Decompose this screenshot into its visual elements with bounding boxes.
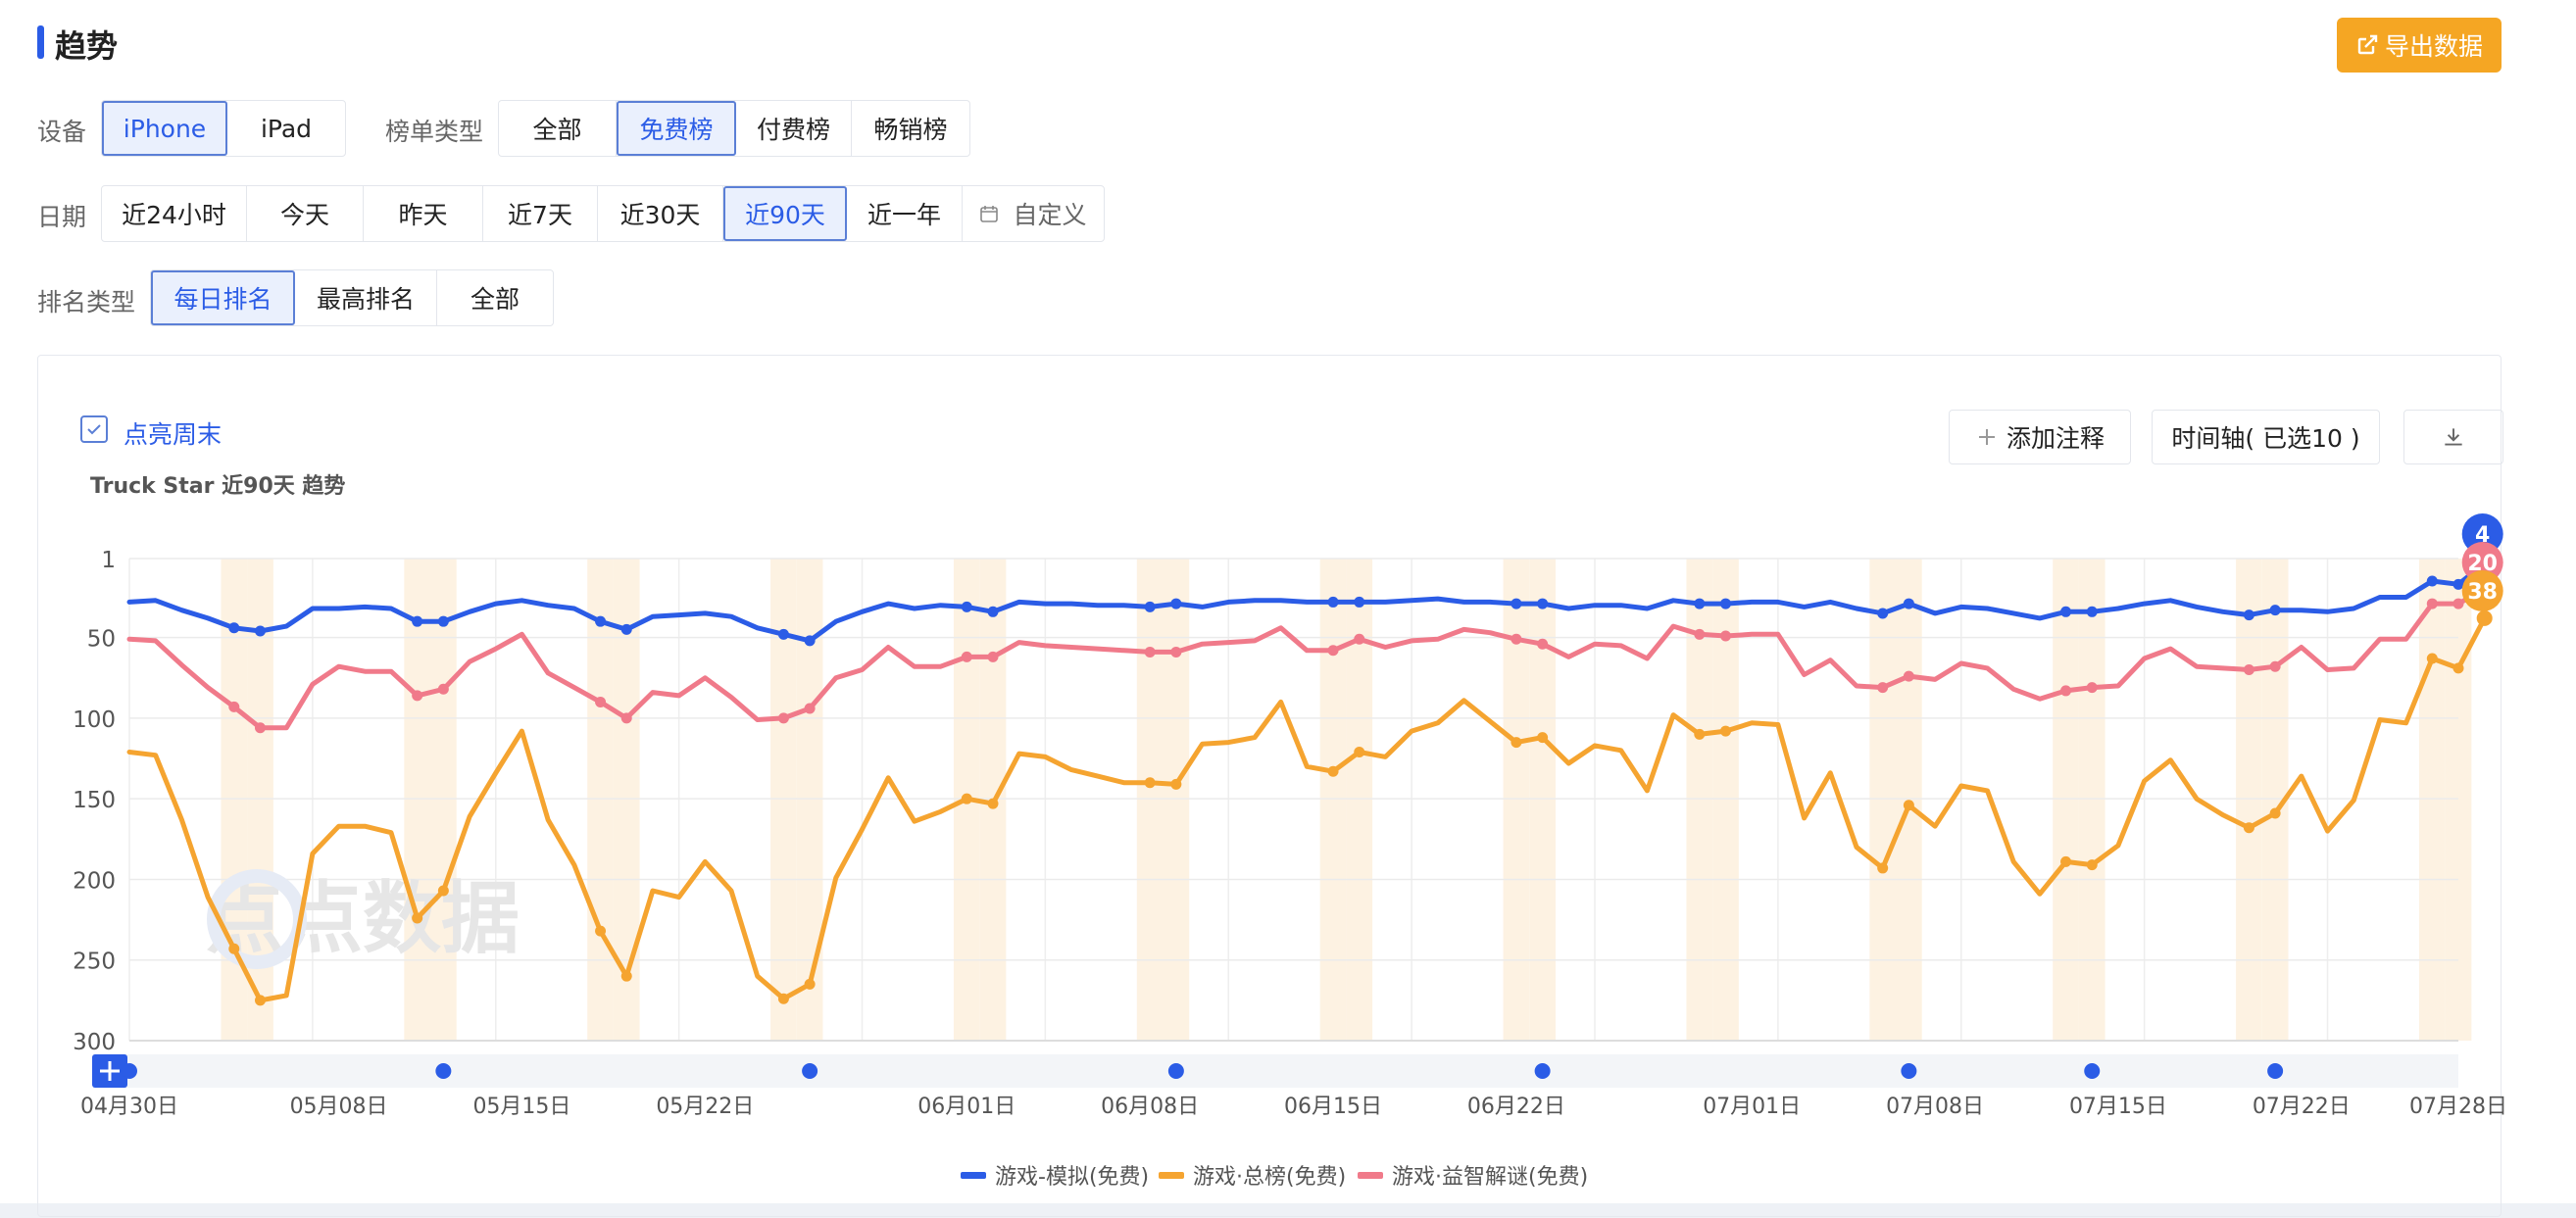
date-option-1y[interactable]: 近一年 [847,186,963,241]
chart-type-option-paid[interactable]: 付费榜 [736,101,852,156]
date-option-yesterday[interactable]: 昨天 [364,186,483,241]
highlight-weekend-label[interactable]: 点亮周末 [124,420,223,449]
title-accent-bar [37,25,44,59]
rank-type-option-highest[interactable]: 最高排名 [295,270,437,325]
add-note-button[interactable]: 添加注释 [1949,410,2131,464]
calendar-icon [980,206,999,222]
external-link-icon [2357,34,2378,55]
chart-title: Truck Star 近90天 趋势 [90,474,346,499]
chart-type-option-grossing[interactable]: 畅销榜 [873,116,948,144]
device-option-iphone[interactable]: iPhone [102,101,227,156]
date-segment: 近24小时 今天 昨天 近7天 近30天 近90天 近一年 自定义 [101,185,1105,242]
date-option-custom-label: 自定义 [1013,201,1087,229]
export-data-button[interactable]: 导出数据 [2337,18,2502,73]
chart-type-segment: 全部 免费榜 付费榜 畅销榜 [498,100,970,157]
highlight-weekend-checkbox[interactable] [80,415,108,443]
chart-type-filter-label: 榜单类型 [385,118,484,146]
timeline-marker[interactable] [435,1063,452,1079]
page-bottom-strip [0,1203,2576,1218]
device-segment: iPhone iPad [101,100,346,157]
date-option-7d[interactable]: 近7天 [483,186,598,241]
legend-label[interactable]: 游戏-模拟(免费) [995,1165,1149,1190]
date-option-today[interactable]: 今天 [247,186,364,241]
rank-type-filter-label: 排名类型 [37,288,136,317]
date-option-90d[interactable]: 近90天 [723,186,847,241]
rank-type-option-daily[interactable]: 每日排名 [151,270,295,325]
download-icon [2445,428,2462,446]
timeline-marker[interactable] [2084,1063,2101,1079]
date-option-30d[interactable]: 近30天 [598,186,723,241]
date-filter-label: 日期 [37,203,87,231]
date-option-24h[interactable]: 近24小时 [102,186,247,241]
page-title: 趋势 [55,27,119,65]
rank-type-segment: 每日排名 最高排名 全部 [150,269,554,326]
chart-type-option-all[interactable]: 全部 [499,101,617,156]
legend-label[interactable]: 游戏·益智解谜(免费) [1392,1165,1588,1190]
plus-icon [1978,429,1995,445]
timeline-marker[interactable] [1534,1063,1551,1079]
rank-type-option-all[interactable]: 全部 [470,285,520,314]
timeline-marker[interactable] [1901,1063,1917,1079]
timeline-marker[interactable] [2267,1063,2284,1079]
chart-type-option-free[interactable]: 免费榜 [617,101,736,156]
timeline-marker[interactable] [802,1063,818,1079]
chart-panel [37,355,2502,1217]
date-option-custom[interactable]: 自定义 [963,186,1104,241]
checkmark-icon [87,424,101,435]
timeline-marker[interactable] [122,1063,137,1079]
timeline-label: 时间轴( 已选10 ) [2171,424,2360,453]
device-filter-label: 设备 [37,118,87,146]
export-data-label: 导出数据 [2384,32,2483,61]
device-option-ipad[interactable]: iPad [260,114,313,143]
timeline-button[interactable]: 时间轴( 已选10 ) [2152,410,2380,464]
legend-label[interactable]: 游戏·总榜(免费) [1193,1165,1346,1190]
download-button[interactable] [2403,410,2503,464]
add-note-label: 添加注释 [2006,424,2105,453]
timeline-marker[interactable] [1167,1063,1184,1079]
